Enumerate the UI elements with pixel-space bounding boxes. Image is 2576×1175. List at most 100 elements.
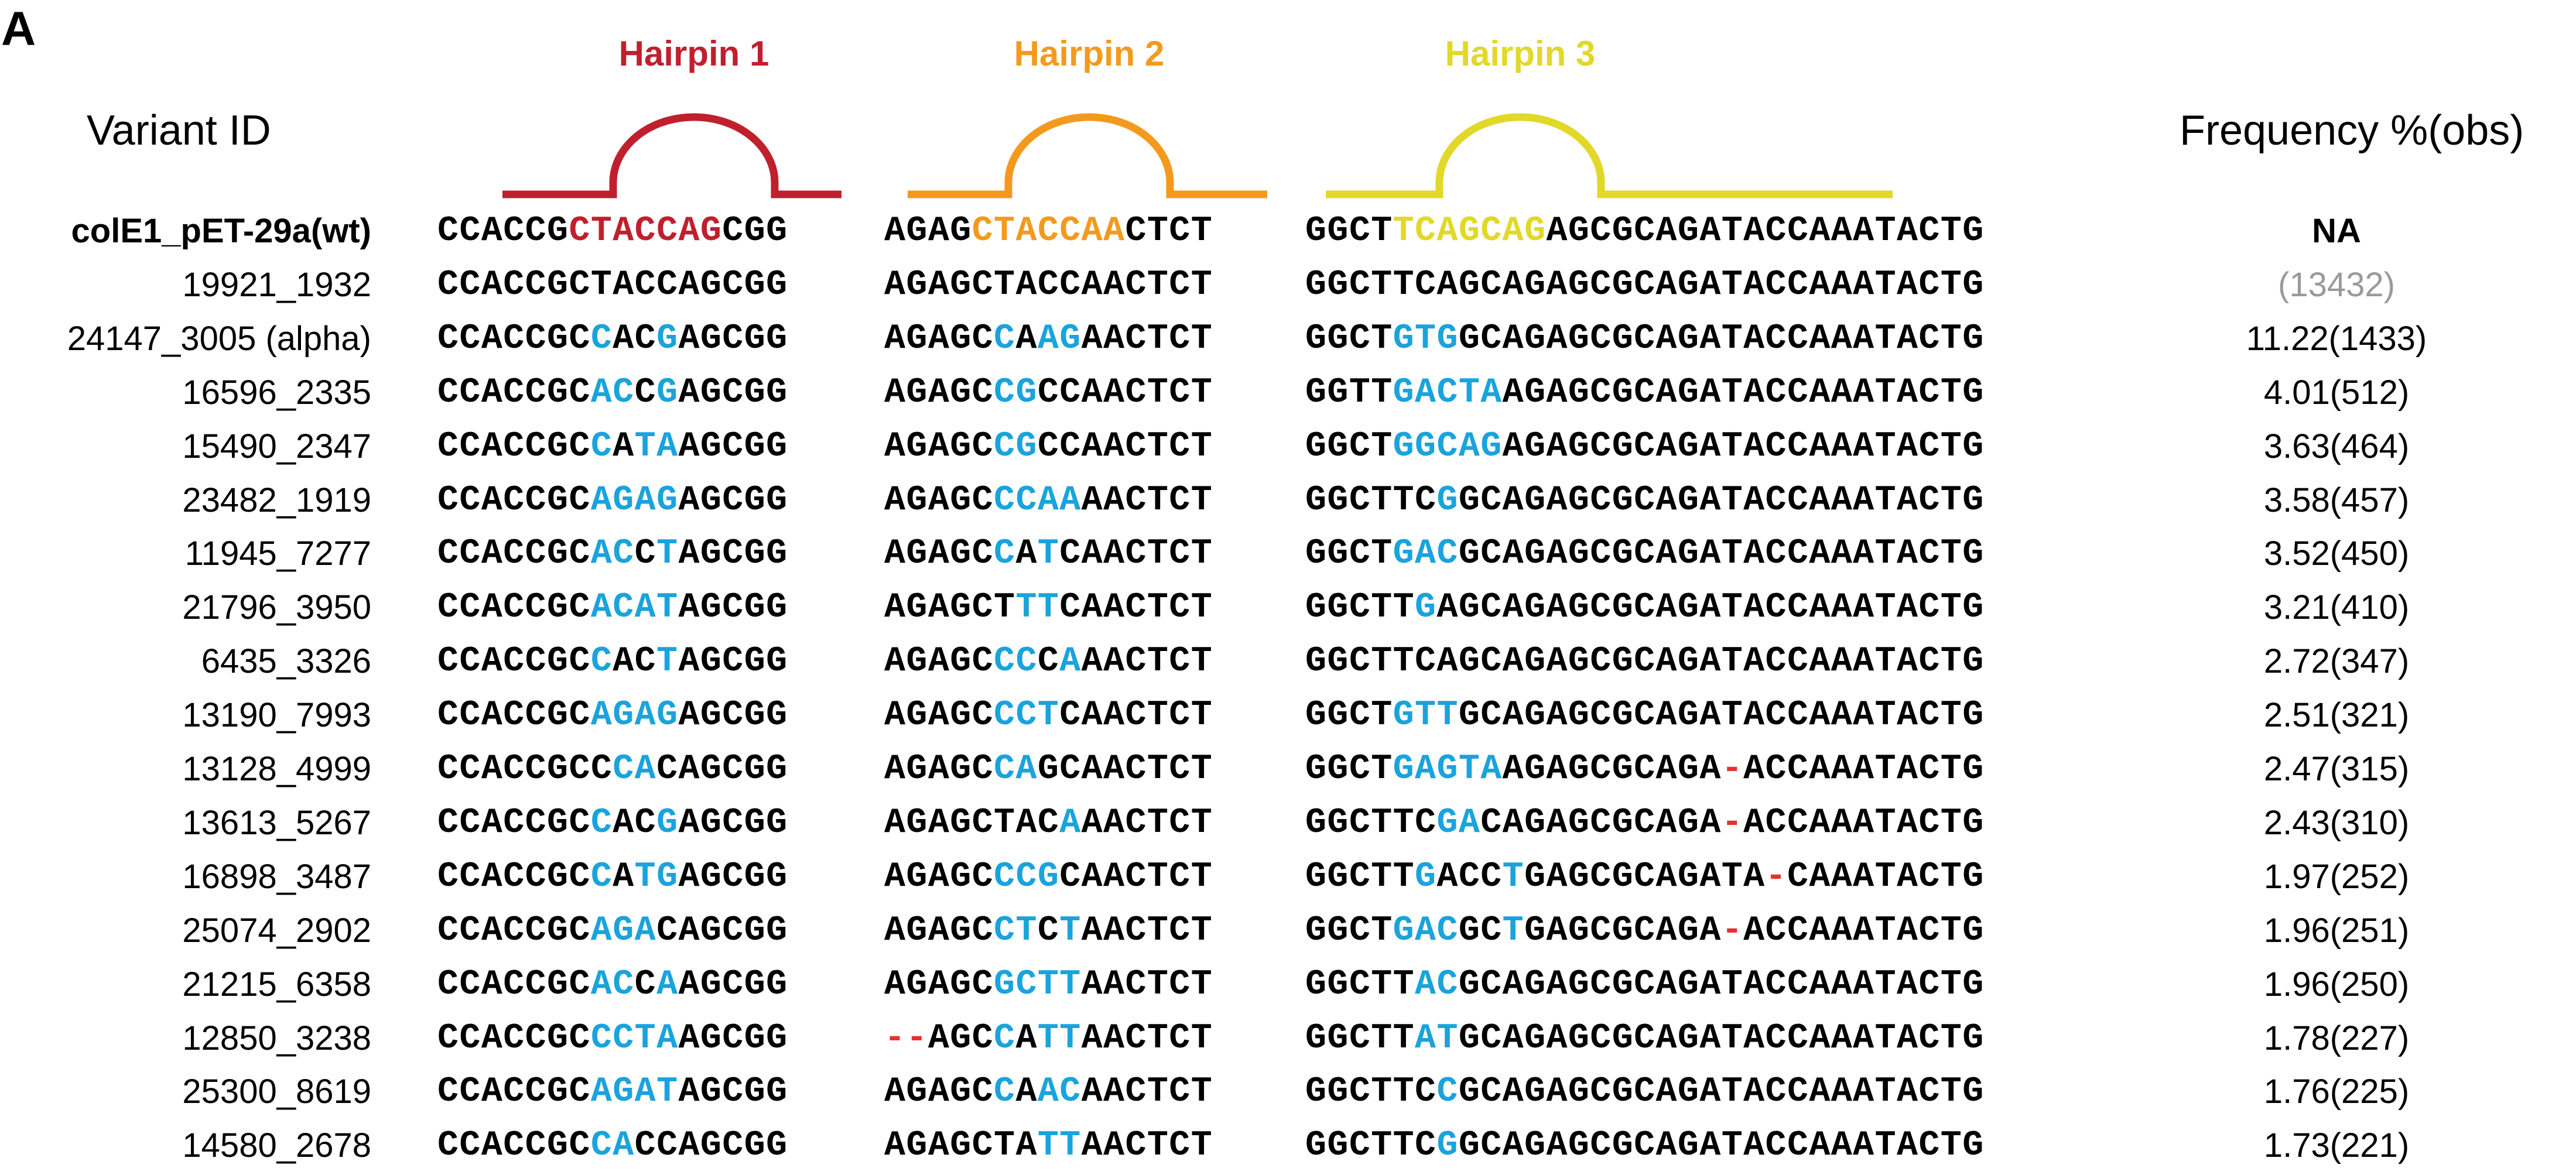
variant-id: 14580_2678 (182, 1126, 371, 1165)
frequency-value: 1.97(252) (2263, 857, 2410, 896)
variant-id: 16596_2335 (182, 373, 371, 412)
sequence-segment-1: CCACCGCTACCAGCGG (437, 211, 788, 251)
frequency-value: 1.76(225) (2263, 1073, 2410, 1111)
variant-id: 6435_3326 (201, 642, 371, 681)
frequency-value: 1.96(251) (2263, 911, 2410, 950)
table-row: 21796_3950 CCACCGCACATAGCGG AGAGCTTTCAACTC… (0, 581, 2576, 634)
sequence-segment-3: GGCTTCAGCAGAGCGCAGATACCAAATACTG (1305, 642, 1985, 682)
sequence-segment-2: AGAGCTACCAACTCT (884, 211, 1213, 251)
sequence-segment-2: AGAGCCTCTAACTCT (884, 910, 1213, 951)
table-row: 24147_3005 (alpha) CCACCGCCACGAGCGG AGAGCC… (0, 313, 2576, 365)
sequence-segment-3: GGCTGACGCTGAGCGCAGA-ACCAAATACTG (1305, 910, 1985, 951)
sequence-segment-2: AGAGCCGCCAACTCT (884, 426, 1213, 467)
variant-id: 25074_2902 (182, 911, 371, 950)
sequence-segment-3: GGCTTATGCAGAGCGCAGATACCAAATACTG (1305, 1018, 1985, 1058)
sequence-segment-1: CCACCGCCACCAGCGG (437, 1126, 788, 1166)
frequency-value: (13432) (2278, 265, 2395, 304)
sequence-segment-1: CCACCGCACCGAGCGG (437, 372, 788, 413)
sequence-segment-1: CCACCGCCCACAGCGG (437, 749, 788, 789)
sequence-segment-2: AGAGCCATCAACTCT (884, 534, 1213, 574)
table-row: 13128_4999 CCACCGCCCACAGCGG AGAGCCAGCAACTC… (0, 743, 2576, 796)
table-row: 23482_1919 CCACCGCAGAGAGCGG AGAGCCCAAAACTC… (0, 474, 2576, 527)
hairpin-2-label: Hairpin 2 (1014, 34, 1165, 73)
sequence-segment-1: CCACCGCAGATAGCGG (437, 1072, 788, 1112)
sequence-segment-3: GGTTGACTAAGAGCGCAGATACCAAATACTG (1305, 372, 1985, 413)
sequence-segment-3: GGCTTGACCTGAGCGCAGATA-CAAATACTG (1305, 857, 1985, 897)
variant-id: 21796_3950 (182, 588, 371, 627)
sequence-segment-3: GGCTTCGGCAGAGCGCAGATACCAAATACTG (1305, 480, 1985, 520)
sequence-segment-3: GGCTTCGACAGAGCGCAGA-ACCAAATACTG (1305, 803, 1985, 843)
sequence-segment-2: AGAGCCCGCAACTCT (884, 857, 1213, 897)
sequence-segment-3: GGCTGACGCAGAGCGCAGATACCAAATACTG (1305, 534, 1985, 574)
sequence-segment-2: AGAGCTACCAACTCT (884, 265, 1213, 305)
sequence-segment-1: CCACCGCCATGAGCGG (437, 857, 788, 897)
sequence-segment-1: CCACCGCAGAGAGCGG (437, 696, 788, 736)
table-row: 16596_2335 CCACCGCACCGAGCGG AGAGCCGCCAACTC… (0, 366, 2576, 419)
table-row: 11945_7277 CCACCGCACCTAGCGG AGAGCCATCAACTC… (0, 527, 2576, 580)
sequence-segment-1: CCACCGCCACGAGCGG (437, 803, 788, 843)
sequence-segment-1: CCACCGCAGAGAGCGG (437, 480, 788, 520)
sequence-segment-3: GGCTGTTGCAGAGCGCAGATACCAAATACTG (1305, 696, 1985, 736)
frequency-value: 2.72(347) (2263, 642, 2410, 681)
variant-id-header: Variant ID (87, 107, 271, 154)
sequence-segment-3: GGCTTGAGCAGAGCGCAGATACCAAATACTG (1305, 588, 1985, 628)
sequence-segment-3: GGCTGGCAGAGAGCGCAGATACCAAATACTG (1305, 426, 1985, 467)
table-row: 13613_5267 CCACCGCCACGAGCGG AGAGCTACAAACTC… (0, 797, 2576, 849)
sequence-segment-1: CCACCGCAGACAGCGG (437, 910, 788, 951)
sequence-segment-3: GGCTTCAGCAGAGCGCAGATACCAAATACTG (1305, 211, 1985, 251)
sequence-segment-3: GGCTTACGCAGAGCGCAGATACCAAATACTG (1305, 964, 1985, 1005)
panel-label: A (1, 2, 36, 56)
sequence-segment-1: CCACCGCCATAAGCGG (437, 426, 788, 467)
frequency-value: 3.63(464) (2263, 427, 2410, 465)
hairpin-3-shape (1326, 113, 1893, 198)
frequency-value: 2.47(315) (2263, 750, 2410, 788)
hairpin-1-shape (502, 113, 841, 198)
table-row: 15490_2347 CCACCGCCATAAGCGG AGAGCCGCCAACTC… (0, 420, 2576, 473)
table-row: 6435_3326 CCACCGCCACTAGCGG AGAGCCCCAAACTCT… (0, 635, 2576, 688)
sequence-segment-3: GGCTTCGGCAGAGCGCAGATACCAAATACTG (1305, 1126, 1985, 1166)
table-row: 21215_6358 CCACCGCACCAAGCGG AGAGCGCTTAACTC… (0, 958, 2576, 1011)
table-row: 25074_2902 CCACCGCAGACAGCGG AGAGCCTCTAACTC… (0, 905, 2576, 957)
sequence-segment-1: CCACCGCACCTAGCGG (437, 534, 788, 574)
sequence-segment-1: CCACCGCTACCAGCGG (437, 265, 788, 305)
sequence-segment-2: --AGCCATTAACTCT (884, 1018, 1213, 1058)
frequency-value: 3.52(450) (2263, 535, 2410, 573)
sequence-segment-1: CCACCGCACCAAGCGG (437, 964, 788, 1005)
table-row: colE1_pET-29a(wt) CCACCGCTACCAGCGG AGAGCTA… (0, 205, 2576, 258)
variant-id: 19921_1932 (182, 265, 371, 304)
sequence-segment-2: AGAGCCCTCAACTCT (884, 696, 1213, 736)
sequence-segment-2: AGAGCCAACAACTCT (884, 1072, 1213, 1112)
table-row: 19921_1932 CCACCGCTACCAGCGG AGAGCTACCAACTC… (0, 259, 2576, 311)
sequence-segment-2: AGAGCCCAAAACTCT (884, 480, 1213, 520)
table-row: 13190_7993 CCACCGCAGAGAGCGG AGAGCCCTCAACTC… (0, 689, 2576, 742)
sequence-segment-3: GGCTTCCGCAGAGCGCAGATACCAAATACTG (1305, 1072, 1985, 1112)
sequence-segment-2: AGAGCCAAGAACTCT (884, 318, 1213, 359)
sequence-segment-2: AGAGCCGCCAACTCT (884, 372, 1213, 413)
table-row: 14580_2678 CCACCGCCACCAGCGG AGAGCTATTAACTC… (0, 1119, 2576, 1172)
frequency-value: 3.21(410) (2263, 588, 2410, 627)
variant-id: 13190_7993 (182, 696, 371, 735)
frequency-header: Frequency %(obs) (2180, 107, 2524, 154)
sequence-segment-2: AGAGCCAGCAACTCT (884, 749, 1213, 789)
variant-id: 15490_2347 (182, 427, 371, 465)
variant-id: 13613_5267 (182, 803, 371, 842)
frequency-value: NA (2312, 212, 2361, 250)
variant-id: 16898_3487 (182, 857, 371, 896)
table-row: 12850_3238 CCACCGCCCTAAGCGG --AGCCATTAACTC… (0, 1012, 2576, 1065)
sequence-segment-3: GGCTTCAGCAGAGCGCAGATACCAAATACTG (1305, 265, 1985, 305)
hairpin-3-label: Hairpin 3 (1445, 34, 1596, 73)
variant-id: 12850_3238 (182, 1019, 371, 1057)
hairpin-2-shape (908, 113, 1267, 198)
variant-id: 24147_3005 (alpha) (67, 319, 371, 358)
sequence-segment-2: AGAGCTATTAACTCT (884, 1126, 1213, 1166)
hairpin-1-label: Hairpin 1 (618, 34, 769, 73)
sequence-segment-1: CCACCGCCACGAGCGG (437, 318, 788, 359)
sequence-segment-3: GGCTGAGTAAGAGCGCAGA-ACCAAATACTG (1305, 749, 1985, 789)
variant-id: 21215_6358 (182, 965, 371, 1003)
frequency-value: 11.22(1433) (2246, 319, 2427, 358)
variant-id: colE1_pET-29a(wt) (71, 212, 371, 250)
sequence-segment-2: AGAGCTTTCAACTCT (884, 588, 1213, 628)
variant-id: 13128_4999 (182, 750, 371, 788)
